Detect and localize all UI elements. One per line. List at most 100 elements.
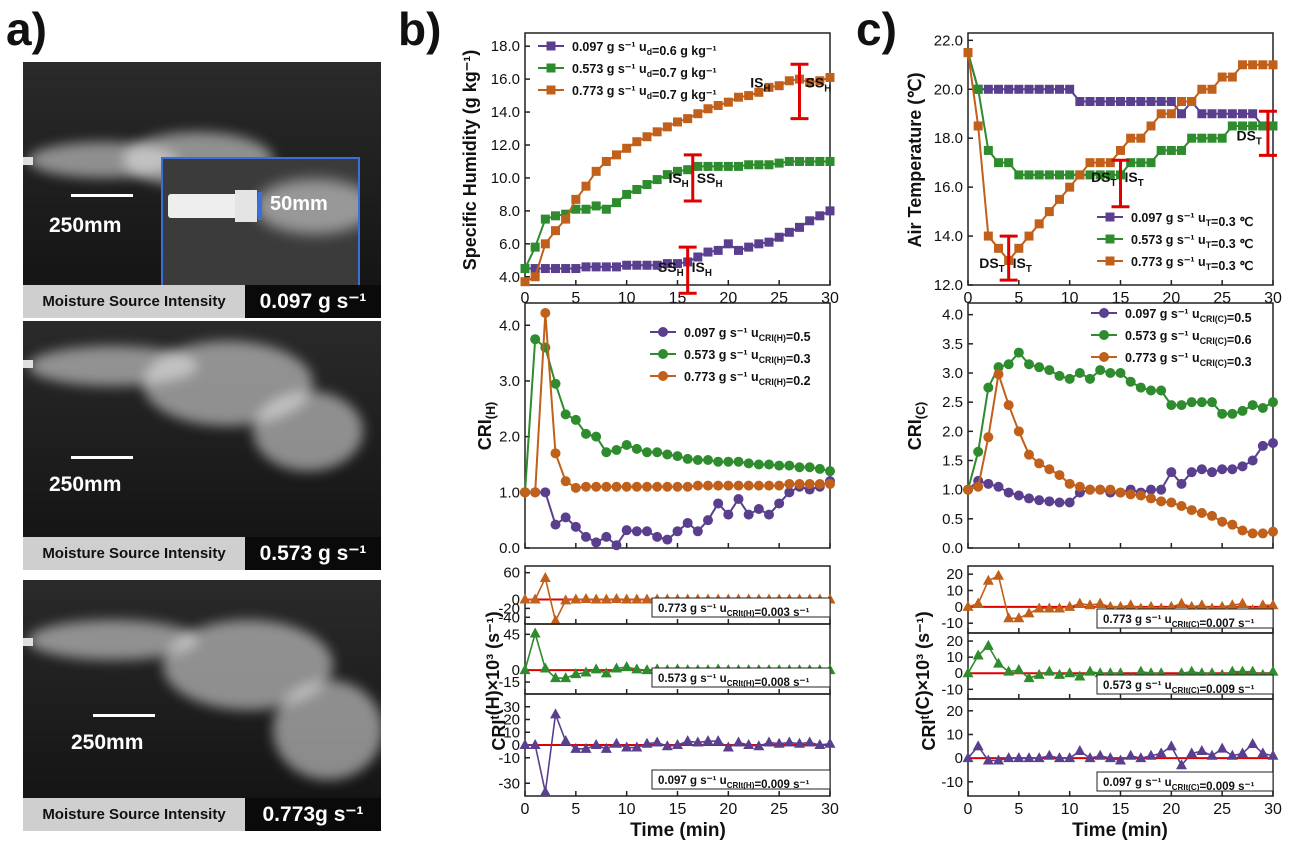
- data-point: [530, 487, 541, 498]
- value-box-label: 0.097 g s⁻¹ uCRIt(C)=0.009 s⁻¹: [1103, 777, 1255, 793]
- data-point: [1105, 170, 1115, 180]
- data-point: [743, 458, 754, 469]
- data-point: [962, 752, 974, 763]
- data-point: [1004, 84, 1014, 94]
- data-point: [529, 739, 541, 749]
- data-point: [683, 165, 693, 175]
- annotation-label: SSH: [806, 74, 832, 94]
- data-point: [581, 204, 591, 214]
- data-point: [1267, 749, 1279, 760]
- x-tick-label: 5: [571, 290, 580, 307]
- data-point: [1085, 158, 1095, 168]
- x-tick-label: 25: [1213, 290, 1231, 307]
- data-point: [601, 481, 612, 492]
- data-point: [1003, 400, 1014, 411]
- data-point: [703, 480, 713, 491]
- y-tick-label: 20: [946, 703, 963, 720]
- data-point: [551, 264, 560, 274]
- data-point: [540, 308, 551, 319]
- data-point: [1227, 519, 1238, 530]
- data-point: [973, 121, 983, 131]
- data-point: [734, 92, 743, 102]
- data-point: [1125, 599, 1137, 610]
- data-point: [631, 741, 643, 752]
- data-point: [825, 206, 835, 216]
- data-point: [1014, 84, 1024, 94]
- data-point: [519, 739, 531, 749]
- legend-label: 0.773 g s⁻¹ uT=0.3 ℃: [1131, 255, 1253, 273]
- scale-bar: [93, 714, 155, 717]
- data-point: [581, 262, 591, 272]
- data-point: [560, 735, 572, 746]
- data-point: [825, 478, 835, 489]
- series-line: [967, 373, 1274, 535]
- diameter-arrow-icon: [258, 192, 262, 220]
- legend-label: 0.773 g s⁻¹ uCRI(H)=0.2: [684, 370, 811, 388]
- y-tick-label: 0.5: [942, 511, 963, 528]
- data-point: [642, 180, 652, 190]
- data-point: [591, 481, 602, 492]
- data-point: [1217, 464, 1228, 475]
- data-point: [682, 735, 694, 746]
- y-tick-label: 18.0: [934, 130, 963, 147]
- value-box-label: 0.097 g s⁻¹ uCRIt(H)=0.009 s⁻¹: [658, 775, 810, 791]
- data-point: [1145, 749, 1157, 760]
- data-point: [1156, 145, 1166, 155]
- data-point: [983, 382, 994, 393]
- data-point: [1003, 487, 1014, 498]
- data-point: [1237, 747, 1248, 758]
- data-point: [622, 189, 632, 199]
- data-point: [1075, 170, 1085, 180]
- data-point: [1043, 665, 1055, 676]
- data-point: [1014, 243, 1024, 253]
- y-tick-label: 10: [946, 583, 963, 600]
- spray-photo-3: 250mm: [23, 580, 381, 798]
- data-point: [804, 478, 815, 489]
- x-tick-label: 10: [618, 801, 636, 818]
- data-point: [1238, 60, 1247, 70]
- data-point: [1196, 397, 1207, 408]
- data-point: [1034, 219, 1044, 229]
- data-point: [1257, 528, 1268, 539]
- data-point: [581, 531, 591, 542]
- data-point: [1146, 484, 1156, 495]
- data-point: [1257, 403, 1268, 413]
- data-point: [973, 446, 984, 457]
- data-point: [1014, 170, 1024, 180]
- data-point: [1207, 510, 1217, 521]
- data-point: [601, 447, 612, 458]
- data-point: [1105, 484, 1116, 495]
- data-point: [1177, 97, 1186, 107]
- data-point: [713, 245, 723, 255]
- data-point: [1136, 158, 1146, 168]
- caption-label: Moisture Source Intensity: [23, 537, 245, 570]
- data-point: [1105, 97, 1115, 107]
- data-point: [1054, 470, 1065, 481]
- legend-label: 0.097 g s⁻¹ uCRI(H)=0.5: [684, 326, 811, 344]
- data-point: [1268, 121, 1278, 131]
- data-point: [784, 227, 794, 237]
- data-point: [520, 487, 530, 498]
- data-point: [520, 264, 530, 274]
- data-point: [1216, 742, 1228, 753]
- y-tick-label: 16.0: [491, 71, 520, 88]
- data-point: [611, 662, 622, 673]
- x-tick-label: 10: [1061, 290, 1079, 307]
- value-box: [651, 769, 831, 790]
- data-point: [815, 76, 825, 86]
- data-point: [642, 132, 652, 142]
- data-point: [570, 521, 581, 532]
- data-point: [662, 259, 672, 269]
- data-point: [774, 81, 784, 91]
- data-point: [560, 512, 571, 523]
- data-point: [1105, 368, 1116, 378]
- data-point: [570, 593, 582, 604]
- legend-label: 0.573 g s⁻¹ uT=0.3 ℃: [1131, 233, 1253, 251]
- data-point: [539, 786, 551, 797]
- y-tick-label: 1.5: [942, 453, 963, 470]
- y-axis-title: CRI(C): [905, 402, 928, 450]
- data-point: [621, 741, 633, 752]
- y-tick-label: 10.0: [491, 170, 520, 187]
- data-point: [611, 445, 622, 455]
